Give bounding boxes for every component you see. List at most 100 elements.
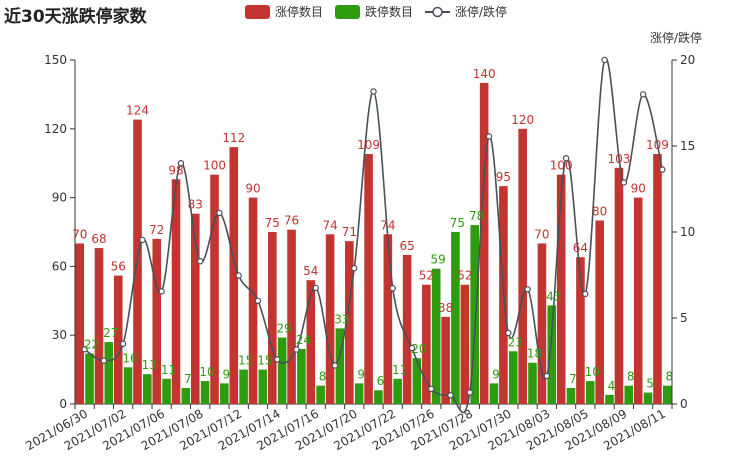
y-left-tick-label: 90 <box>52 191 67 205</box>
bar-limit-down <box>220 383 229 404</box>
bar-limit-up <box>94 248 104 404</box>
bar-label-limit-up: 76 <box>284 214 299 228</box>
bar-label-limit-up: 90 <box>245 182 260 196</box>
bar-label-limit-down: 6 <box>377 374 385 388</box>
bar-limit-down <box>624 385 634 404</box>
ratio-point <box>139 236 146 244</box>
bar-limit-up <box>152 238 162 404</box>
y-left-tick-label: 60 <box>52 259 67 273</box>
legend-item[interactable]: 涨停数目 <box>245 4 323 19</box>
ratio-point <box>81 346 88 353</box>
bar-limit-down <box>181 387 191 404</box>
bar-limit-down <box>451 232 460 404</box>
bar-limit-up <box>248 197 258 404</box>
bar-label-limit-down: 8 <box>319 370 327 384</box>
y-right-tick-label: 10 <box>680 225 695 239</box>
ratio-point <box>293 346 300 353</box>
legend[interactable]: 涨停数目 跌停数目 涨停/跌停 <box>245 4 507 19</box>
bar-label-limit-down: 23 <box>508 335 523 349</box>
bar-label-limit-down: 22 <box>84 338 99 352</box>
bar-limit-down <box>489 383 499 404</box>
ratio-point <box>562 155 570 162</box>
ratio-point <box>351 265 358 272</box>
bar-label-limit-up: 72 <box>149 223 164 237</box>
bar-limit-up <box>556 174 566 404</box>
ratio-point <box>177 159 185 167</box>
ratio-point <box>274 356 281 363</box>
bar-label-limit-down: 9 <box>492 367 500 381</box>
ratio-point <box>158 288 165 295</box>
ratio-point <box>659 166 666 173</box>
bar-label-limit-up: 95 <box>496 170 511 184</box>
bar-limit-down <box>547 305 557 404</box>
bar-limit-up <box>537 243 547 404</box>
bar-label-limit-down: 29 <box>276 321 291 335</box>
bar-label-limit-down: 11 <box>392 363 407 377</box>
bar-limit-down <box>528 362 537 404</box>
bar-limit-down <box>470 225 479 404</box>
bar-label-limit-down: 8 <box>627 370 635 384</box>
bar-label-limit-down: 7 <box>184 372 192 386</box>
bar-limit-up <box>402 254 412 404</box>
bar-label-limit-up: 112 <box>222 131 245 145</box>
ratio-point <box>254 297 262 304</box>
ratio-point <box>543 372 551 380</box>
legend-item[interactable]: 跌停数目 <box>335 4 413 19</box>
bar-label-limit-up: 98 <box>168 163 183 177</box>
bar-limit-up <box>325 234 335 404</box>
bar-limit-down <box>239 369 248 404</box>
bar-label-limit-down: 33 <box>334 312 349 326</box>
legend-swatch <box>335 5 360 19</box>
ratio-point <box>582 290 589 298</box>
bar-label-limit-up: 74 <box>380 218 395 232</box>
chart-title: 近30天涨跌停家数 <box>4 7 147 27</box>
bar-limit-up <box>460 284 470 404</box>
bar-label-limit-up: 100 <box>550 159 573 173</box>
legend-label: 涨停数目 <box>275 4 323 19</box>
bar-label-limit-up: 38 <box>438 301 453 315</box>
legend-label: 跌停数目 <box>365 4 413 19</box>
ratio-point <box>505 329 512 337</box>
y-left-tick-label: 150 <box>44 53 67 67</box>
bar-label-limit-up: 75 <box>265 216 280 230</box>
bar-label-limit-up: 52 <box>457 269 472 283</box>
ratio-point <box>620 179 628 186</box>
y-right-tick-label: 15 <box>680 139 695 153</box>
bar-label-limit-down: 10 <box>585 365 600 379</box>
bar-limit-down <box>566 387 576 404</box>
bar-limit-down <box>431 268 441 404</box>
bar-label-limit-down: 16 <box>122 351 137 365</box>
bar-label-limit-down: 5 <box>646 377 654 391</box>
bar-label-limit-up: 83 <box>188 198 203 212</box>
bar-limit-down <box>143 374 152 404</box>
bar-label-limit-up: 70 <box>534 227 549 241</box>
bar-limit-down <box>258 369 268 404</box>
bar-label-limit-up: 71 <box>342 225 357 239</box>
bar-label-limit-up: 109 <box>357 138 380 152</box>
bar-limit-down <box>104 342 114 404</box>
ratio-point <box>370 88 377 95</box>
ratio-point <box>312 284 319 292</box>
bar-limit-down <box>277 337 287 404</box>
bar-limit-up <box>171 179 181 404</box>
ratio-point <box>485 133 493 140</box>
bar-label-limit-up: 52 <box>419 269 434 283</box>
bar-limit-up <box>576 257 585 404</box>
bar-limit-down <box>123 367 133 404</box>
bar-limit-down <box>85 353 94 404</box>
bar-label-limit-down: 24 <box>296 333 311 347</box>
bar-limit-down <box>412 358 422 404</box>
y-right-tick-label: 5 <box>680 311 688 325</box>
bar-limit-down <box>200 381 210 404</box>
y-left-tick-label: 120 <box>44 122 67 136</box>
bar-limit-up <box>345 241 354 404</box>
bar-label-limit-down: 8 <box>665 370 673 384</box>
legend-item[interactable]: 涨停/跌停 <box>425 4 507 19</box>
bar-label-limit-up: 74 <box>322 218 337 232</box>
bar-limit-down <box>393 378 402 404</box>
ratio-point <box>235 272 242 279</box>
bar-limit-up <box>441 316 450 404</box>
bar-label-limit-down: 15 <box>257 354 272 368</box>
ratio-point <box>196 258 204 265</box>
